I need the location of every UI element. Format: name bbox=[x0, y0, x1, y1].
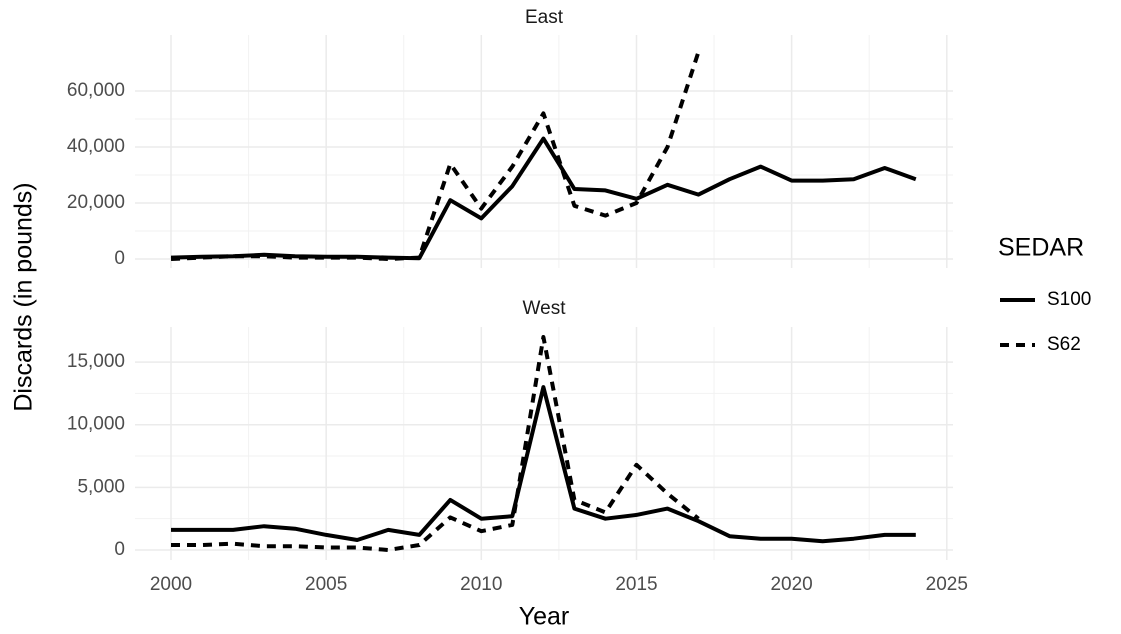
legend-label: S62 bbox=[1047, 334, 1081, 355]
series-line bbox=[170, 136, 917, 261]
y-tick-label: 0 bbox=[114, 539, 125, 560]
series-line bbox=[170, 51, 701, 261]
series-line bbox=[171, 335, 700, 552]
x-tick-label: 2025 bbox=[926, 574, 968, 595]
facet-title: East bbox=[525, 7, 564, 28]
y-tick-label: 15,000 bbox=[67, 351, 125, 372]
series-line bbox=[171, 385, 916, 544]
facet-title: West bbox=[523, 298, 567, 319]
y-tick-label: 20,000 bbox=[67, 192, 125, 213]
y-axis-title: Discards (in pounds) bbox=[10, 182, 38, 411]
y-tick-label: 10,000 bbox=[67, 414, 125, 435]
x-tick-label: 2010 bbox=[460, 574, 502, 595]
legend-title: SEDAR bbox=[998, 234, 1084, 262]
x-tick-label: 2000 bbox=[150, 574, 192, 595]
y-tick-label: 60,000 bbox=[67, 80, 125, 101]
x-tick-label: 2005 bbox=[305, 574, 347, 595]
y-tick-label: 40,000 bbox=[67, 136, 125, 157]
legend-label: S100 bbox=[1047, 289, 1091, 310]
x-tick-label: 2020 bbox=[770, 574, 812, 595]
y-tick-label: 0 bbox=[114, 248, 125, 269]
y-tick-label: 5,000 bbox=[77, 476, 125, 497]
x-tick-label: 2015 bbox=[615, 574, 657, 595]
x-axis-title: Year bbox=[519, 603, 570, 631]
